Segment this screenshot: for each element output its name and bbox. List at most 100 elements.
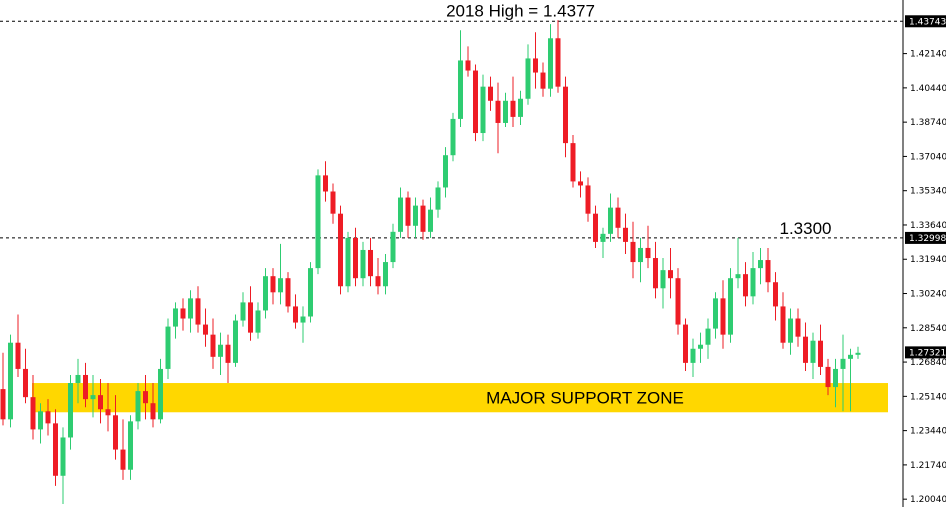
candle-body [473, 70, 478, 134]
candle-89 [668, 247, 673, 299]
candle-91 [683, 318, 688, 371]
candle-47 [353, 227, 358, 287]
candle-body [75, 374, 81, 384]
candle-body [600, 233, 606, 242]
candle-body [285, 278, 291, 307]
candle-body [435, 187, 441, 210]
candle-body [443, 155, 448, 188]
candle-42 [315, 169, 321, 275]
candle-32 [240, 292, 246, 327]
candle-95 [713, 292, 718, 339]
candle-54 [405, 191, 411, 238]
candle-body [53, 423, 58, 476]
candle-body [98, 395, 103, 410]
candle-101 [758, 247, 763, 285]
candle-85 [638, 237, 643, 283]
candle-104 [780, 292, 786, 349]
y-tick-label: 1.33640 [910, 221, 946, 231]
price-badge-1 [905, 231, 946, 244]
annotations-layer: 2018 High = 1.4377 1.3300 [446, 2, 831, 238]
candle-113 [848, 348, 853, 412]
y-tick-label: 1.20040 [910, 495, 946, 505]
candle-body [720, 298, 726, 335]
candle-body [0, 389, 6, 420]
candle-body [540, 72, 546, 89]
candle-17 [128, 415, 133, 480]
candle-body [570, 143, 576, 182]
y-tick-label: 1.42140 [910, 50, 946, 60]
candle-body [218, 344, 223, 357]
candle-83 [623, 213, 628, 255]
candle-55 [413, 197, 418, 238]
candle-103 [773, 272, 778, 321]
candle-body [593, 213, 598, 242]
candle-20 [150, 383, 156, 428]
candle-26 [195, 286, 201, 333]
candle-6 [45, 399, 51, 436]
candle-body [135, 391, 141, 422]
candle-84 [630, 221, 636, 279]
candle-105 [788, 308, 793, 355]
candle-body [630, 241, 636, 263]
candle-18 [135, 383, 141, 430]
candle-body [113, 415, 118, 450]
candle-69 [518, 90, 523, 125]
candle-body [548, 38, 553, 89]
candle-44 [330, 183, 336, 224]
candle-106 [795, 308, 801, 347]
price-badge-2 [905, 346, 946, 359]
candle-body [638, 247, 643, 263]
candle-body [233, 320, 238, 363]
candle-body [578, 181, 583, 186]
y-tick-label: 1.30240 [910, 290, 946, 300]
candle-body [323, 175, 328, 192]
candle-27 [203, 308, 208, 347]
support-zone-band [32, 383, 888, 413]
candle-body [420, 205, 426, 232]
candle-4 [30, 374, 36, 440]
candle-33 [248, 286, 253, 341]
candles-layer [0, 20, 861, 505]
candle-0 [0, 352, 6, 426]
y-tick-label: 1.40440 [910, 84, 946, 94]
candle-body [240, 302, 246, 321]
candle-body [165, 326, 171, 369]
candle-11 [83, 362, 88, 408]
candle-body [690, 348, 696, 363]
candle-body [278, 278, 283, 293]
candle-body [60, 437, 66, 476]
candle-34 [255, 302, 261, 339]
price-lines-layer [0, 20, 903, 239]
candle-body [765, 260, 771, 283]
candle-59 [443, 147, 448, 198]
candle-60 [450, 112, 456, 162]
candle-body [555, 38, 561, 87]
y-tick-label: 1.35340 [910, 187, 946, 197]
candle-51 [383, 254, 388, 295]
candle-body [705, 328, 711, 345]
candle-97 [728, 268, 733, 343]
candle-9 [68, 374, 73, 450]
candle-body [615, 207, 621, 228]
candle-body [180, 308, 186, 319]
candle-body [203, 324, 208, 335]
candle-body [585, 185, 591, 214]
candle-body [653, 258, 658, 289]
candle-5 [38, 403, 43, 444]
candle-body [833, 368, 838, 388]
price-badge-label: 1.27321 [909, 348, 946, 358]
y-tick-label: 1.31940 [910, 255, 946, 265]
candle-25 [188, 290, 193, 333]
candle-100 [750, 251, 756, 305]
candle-114 [855, 346, 861, 359]
candle-40 [300, 306, 306, 343]
candle-body [660, 270, 666, 289]
candle-65 [488, 76, 493, 111]
candle-81 [608, 193, 613, 242]
candle-99 [743, 262, 748, 307]
candle-41 [308, 262, 313, 323]
candle-87 [653, 241, 658, 299]
price-axis: 1.42140 1.40440 1.38740 1.37040 1.35340 1.336… [902, 0, 946, 507]
candle-body [398, 197, 403, 232]
